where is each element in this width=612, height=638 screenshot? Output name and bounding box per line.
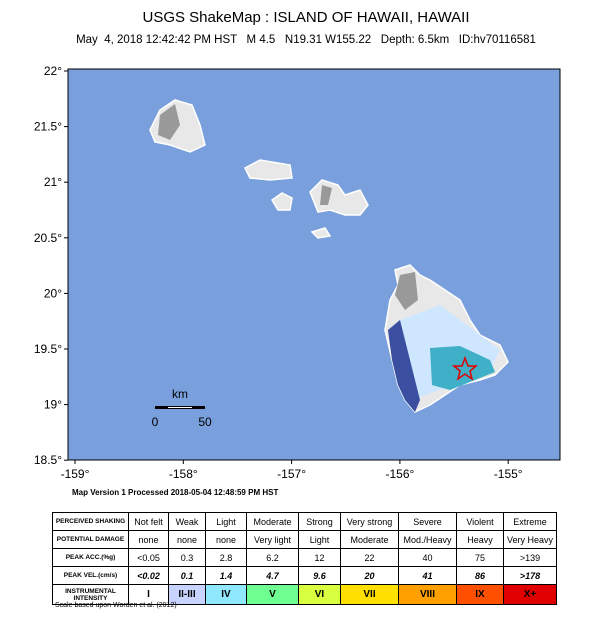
axes: 22° 21.5° 21° 20.5° 20° 19.5° 19° 18.5°-159° -15…: [34, 64, 523, 481]
table-cell: IX: [456, 584, 504, 605]
lon-label: -158°: [169, 467, 198, 481]
table-cell: 9.6: [298, 566, 341, 585]
table-cell: Moderate: [246, 512, 299, 531]
scale-label: 50: [198, 415, 212, 429]
scale-bar: [168, 407, 192, 408]
table-cell: Light: [205, 512, 247, 531]
table-row: INSTRUMENTAL INTENSITY I II-III IV V VI VII VII…: [52, 584, 557, 605]
lanai: [270, 192, 293, 211]
shade: [320, 185, 332, 205]
table-row: PEAK VEL.(cm/s) <0.02 0.1 1.4 4.7 9.6 20 41 86 >1…: [52, 566, 557, 585]
table-cell: <0.05: [128, 548, 169, 567]
table-cell: II-III: [168, 584, 206, 605]
table-cell: 0.3: [168, 548, 206, 567]
table-cell: Weak: [168, 512, 206, 531]
lat-label: 18.5°: [34, 453, 62, 467]
intensity-zone: [430, 346, 495, 390]
table-cell: >178: [503, 566, 557, 585]
lon-label: -156°: [385, 467, 414, 481]
table-cell: 86: [456, 566, 504, 585]
table-cell: <0.02: [128, 566, 169, 585]
table-cell: 75: [456, 548, 504, 567]
subtitle: May 4, 2018 12:42:42 PM HST M 4.5 N19.31…: [76, 34, 536, 46]
scale-label: 0: [152, 415, 159, 429]
lat-label: 19°: [44, 398, 62, 412]
footer: Scale based upon Worden et al. (2012): [55, 602, 177, 609]
table-cell: V: [246, 584, 299, 605]
intensity-table: PERCEIVED SHAKING Not felt Weak Light Modera…: [52, 512, 557, 605]
table-row: POTENTIAL DAMAGE none none none Very light Li…: [52, 530, 557, 549]
table-cell: 12: [298, 548, 341, 567]
intensity-zone: [388, 320, 420, 412]
processed-note: Map Version 1 Processed 2018-05-04 12:48…: [72, 488, 278, 497]
table-cell: Violent: [456, 512, 504, 531]
table-cell: VII: [340, 584, 399, 605]
lat-label: 19.5°: [34, 342, 62, 356]
row-label: PERCEIVED SHAKING: [52, 512, 129, 531]
table-row: PEAK ACC.(%g) <0.05 0.3 2.8 6.2 12 22 40 75 >139: [52, 548, 557, 567]
map-figure: USGS ShakeMap : ISLAND OF HAWAII, HAWAII…: [34, 9, 561, 497]
row-label: POTENTIAL DAMAGE: [52, 530, 129, 549]
table-row: PERCEIVED SHAKING Not felt Weak Light Modera…: [52, 512, 557, 531]
lon-label: -159°: [61, 467, 90, 481]
lon-label: -155°: [494, 467, 523, 481]
lat-label: 21.5°: [34, 120, 62, 134]
table-cell: none: [128, 530, 169, 549]
table-cell: 2.8: [205, 548, 247, 567]
kahoolawe: [310, 227, 332, 239]
epicenter: [451, 355, 479, 381]
table-cell: IV: [205, 584, 247, 605]
table-cell: 40: [398, 548, 457, 567]
table-cell: Strong: [298, 512, 341, 531]
lon-label: -157°: [277, 467, 306, 481]
lat-label: 20.5°: [34, 231, 62, 245]
table-cell: VIII: [398, 584, 457, 605]
terrain-shading: [158, 104, 418, 310]
molokai: [244, 159, 293, 181]
table-cell: Severe: [398, 512, 457, 531]
table-cell: Extreme: [503, 512, 557, 531]
table-cell: Very strong: [340, 512, 399, 531]
table-cell: 1.4: [205, 566, 247, 585]
table-cell: Very light: [246, 530, 299, 549]
table-cell: 41: [398, 566, 457, 585]
lat-label: 22°: [44, 64, 62, 78]
shade: [395, 272, 418, 310]
lat-label: 20°: [44, 286, 62, 300]
table-cell: Moderate: [340, 530, 399, 549]
ocean: [67, 68, 561, 461]
table-cell: 22: [340, 548, 399, 567]
shade: [158, 104, 180, 140]
row-label: PEAK VEL.(cm/s): [52, 566, 129, 585]
table-cell: >139: [503, 548, 557, 567]
table-cell: Light: [298, 530, 341, 549]
table-cell: 6.2: [246, 548, 299, 567]
table-cell: 4.7: [246, 566, 299, 585]
table-cell: none: [205, 530, 247, 549]
lat-label: 21°: [44, 175, 62, 189]
table-cell: Very Heavy: [503, 530, 557, 549]
table-cell: 0.1: [168, 566, 206, 585]
row-label: PEAK ACC.(%g): [52, 548, 129, 567]
table-cell: Not felt: [128, 512, 169, 531]
table-cell: 20: [340, 566, 399, 585]
table-cell: Mod./Heavy: [398, 530, 457, 549]
table-cell: I: [128, 584, 169, 605]
table-cell: Heavy: [456, 530, 504, 549]
scale-unit: km: [172, 387, 188, 401]
title: USGS ShakeMap : ISLAND OF HAWAII, HAWAII: [142, 9, 469, 26]
table-cell: VI: [298, 584, 341, 605]
table-cell: X+: [503, 584, 557, 605]
table-cell: none: [168, 530, 206, 549]
